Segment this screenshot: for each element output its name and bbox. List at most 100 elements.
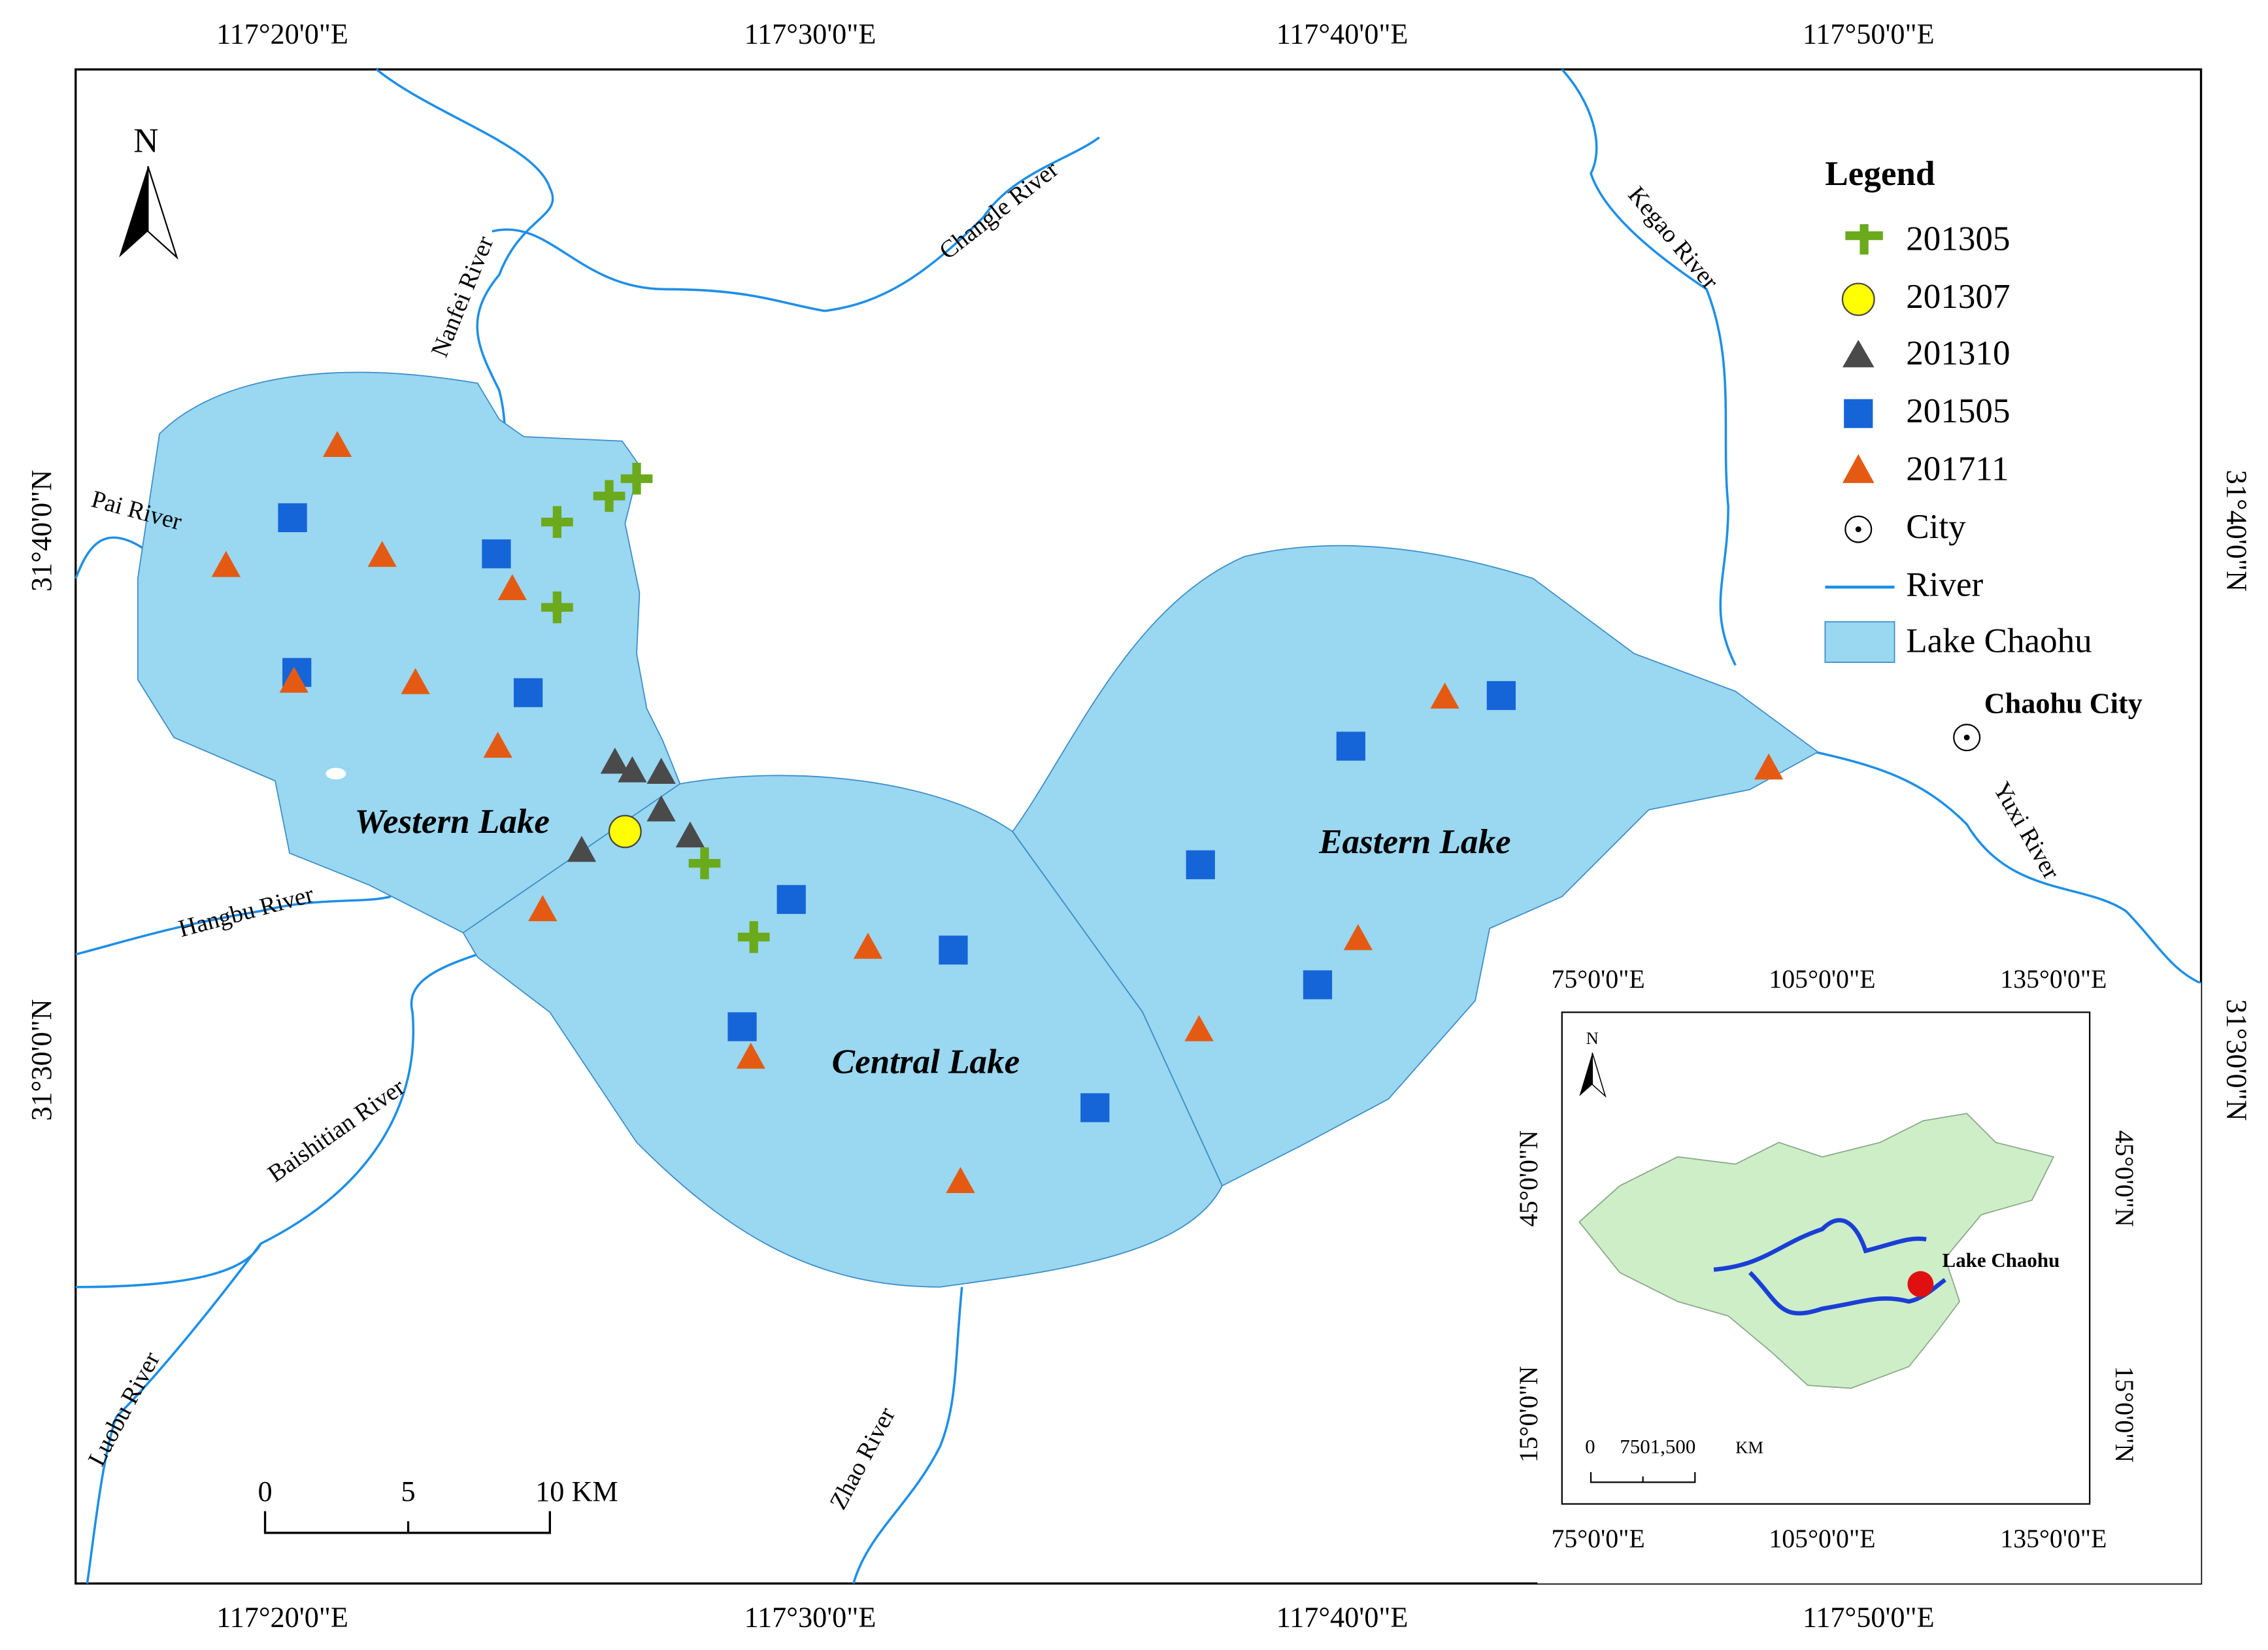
sample-triangle <box>483 732 512 758</box>
sample-triangle <box>528 895 558 922</box>
legend-label: 201305 <box>1906 220 2010 258</box>
sample-square <box>1186 850 1215 879</box>
legend-symbol <box>1855 526 1861 533</box>
lon-label: 117°40'0"E <box>1276 1602 1409 1634</box>
sample-triangle <box>736 1042 765 1069</box>
inset-lat-label: 15°0'0"N <box>1514 1366 1543 1463</box>
legend-label: 201711 <box>1906 450 2009 488</box>
inset-lon-label: 135°0'0"E <box>2000 1524 2107 1553</box>
sample-triangle <box>497 574 527 601</box>
legend-label: 201505 <box>1906 392 2010 430</box>
sample-triangle <box>1343 924 1373 951</box>
sample-triangle <box>600 747 629 774</box>
island <box>325 767 346 780</box>
sample-triangle <box>853 932 883 959</box>
city-symbol <box>1963 734 1970 741</box>
inset-lon-label: 135°0'0"E <box>2000 965 2107 994</box>
china-outline <box>1578 1113 2055 1389</box>
inset-north-label: N <box>1586 1028 1599 1048</box>
sample-cross <box>541 591 573 624</box>
inset-lon-label: 105°0'0"E <box>1769 965 1875 994</box>
lon-label: 117°30'0"E <box>744 18 876 50</box>
lon-label: 117°30'0"E <box>744 1602 876 1634</box>
lat-label: 31°40'0"N <box>2220 470 2252 592</box>
sample-triangle <box>646 795 676 822</box>
sample-circle <box>608 815 642 849</box>
north-arrow <box>119 166 148 258</box>
legend-symbol <box>1841 282 1875 316</box>
sample-square <box>514 678 543 707</box>
lon-label: 117°20'0"E <box>216 18 348 50</box>
lon-label: 117°50'0"E <box>1803 18 1935 50</box>
sample-triangle <box>1184 1015 1214 1041</box>
sample-square <box>278 503 307 533</box>
scale-label: 0 <box>258 1475 272 1507</box>
scale-label: 10 KM <box>535 1475 618 1507</box>
sample-cross <box>688 847 721 879</box>
central-lake <box>462 775 1223 1288</box>
inset-scale-label: 7501,500 <box>1620 1435 1695 1458</box>
lake-label: Western Lake <box>355 803 550 841</box>
lat-label: 31°30'0"N <box>2220 999 2252 1120</box>
lon-label: 117°20'0"E <box>216 1602 348 1634</box>
sample-square <box>727 1012 757 1041</box>
sample-square <box>776 884 806 915</box>
sample-triangle <box>618 756 647 783</box>
legend-symbol <box>1844 399 1873 428</box>
sample-points <box>211 431 1784 1193</box>
sample-triangle <box>567 835 597 862</box>
inset-lon-label: 105°0'0"E <box>1769 1524 1875 1553</box>
legend-symbol <box>1842 454 1875 483</box>
sample-square <box>1336 732 1365 761</box>
sample-cross <box>593 480 625 513</box>
inset-north-arrow <box>1579 1052 1593 1096</box>
legend-label: Lake Chaohu <box>1906 622 2092 660</box>
sample-triangle <box>401 667 430 694</box>
north-arrow <box>147 166 178 260</box>
city-label: Chaohu City <box>1984 688 2143 720</box>
sample-square <box>1080 1093 1110 1122</box>
inset-lat-label: 45°0'0"N <box>2110 1130 2139 1227</box>
eastern-lake <box>1012 545 1819 1187</box>
inset-lat-label: 15°0'0"N <box>2110 1366 2139 1463</box>
sample-triangle <box>946 1167 975 1193</box>
legend-label: River <box>1906 565 1983 603</box>
sample-triangle <box>279 666 309 693</box>
legend-label: City <box>1906 508 1966 546</box>
legend-symbol <box>1842 339 1875 367</box>
lat-label: 31°30'0"N <box>25 999 58 1120</box>
lon-label: 117°40'0"E <box>1276 18 1409 50</box>
inset-map: Lake Chaohu N 0 7501,500 KM 75°0'0"E 105… <box>1514 965 2201 1584</box>
inset-lon-label: 75°0'0"E <box>1551 1524 1644 1553</box>
legend: Legend 201305 201307 201310 201505 20171… <box>1824 155 2092 664</box>
inset-lon-label: 75°0'0"E <box>1551 965 1644 994</box>
legend-label: 201307 <box>1906 278 2010 316</box>
sample-triangle <box>323 431 352 458</box>
sample-square <box>1303 970 1333 1000</box>
sample-triangle <box>367 541 397 567</box>
sample-cross <box>737 921 770 953</box>
lake-label: Eastern Lake <box>1318 823 1510 861</box>
north-label: N <box>133 122 158 160</box>
sample-cross <box>541 506 573 538</box>
legend-symbol <box>1824 621 1895 664</box>
legend-title: Legend <box>1825 155 1935 193</box>
sample-triangle <box>1430 682 1459 709</box>
sample-triangle <box>646 758 676 784</box>
lon-label: 117°50'0"E <box>1803 1602 1935 1634</box>
sample-triangle <box>211 550 241 577</box>
scale-bar <box>263 1511 551 1534</box>
legend-symbol <box>1845 224 1883 255</box>
sample-cross <box>620 462 653 495</box>
inset-north-arrow <box>1592 1052 1607 1098</box>
sample-triangle <box>675 821 705 848</box>
sample-triangle <box>1754 753 1784 780</box>
lat-label: 31°40'0"N <box>25 470 58 592</box>
sample-square <box>482 539 511 569</box>
inset-scale-bar <box>1590 1472 1696 1483</box>
inset-label: Lake Chaohu <box>1943 1249 2060 1271</box>
legend-label: 201310 <box>1906 334 2010 372</box>
inset-scale-label: 0 <box>1585 1435 1595 1458</box>
lake-location <box>1907 1271 1934 1298</box>
